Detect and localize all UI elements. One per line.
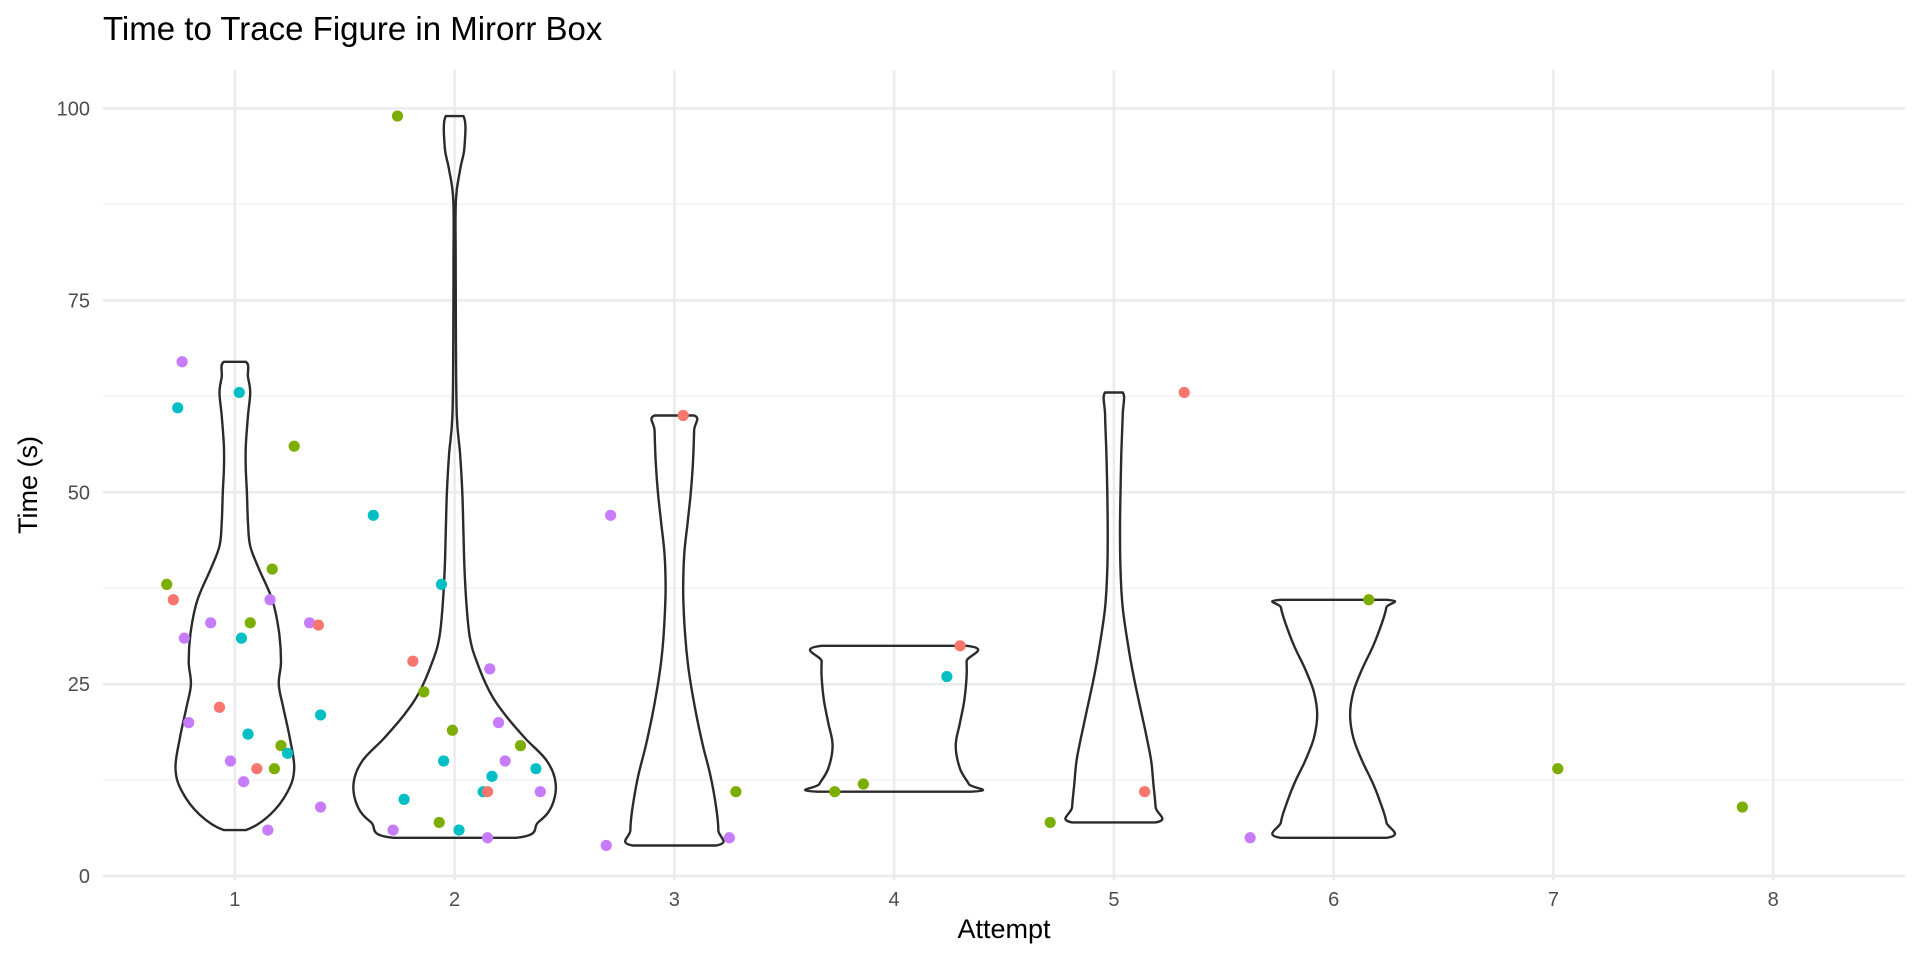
data-point — [514, 740, 527, 752]
data-point — [172, 402, 184, 414]
data-point — [446, 724, 459, 736]
data-point — [312, 619, 324, 631]
data-point — [314, 801, 327, 813]
y-tick-label: 100 — [57, 98, 90, 120]
data-point — [723, 832, 735, 844]
data-point — [233, 386, 245, 399]
violin-attempt-3 — [623, 414, 725, 847]
x-tick-label: 1 — [229, 889, 240, 911]
data-point — [262, 824, 274, 836]
data-point — [242, 728, 254, 740]
data-point — [530, 763, 542, 775]
data-point — [314, 709, 327, 721]
x-tick-label: 7 — [1548, 889, 1559, 911]
y-axis-title: Time (s) — [13, 436, 43, 534]
y-tick-label: 75 — [68, 290, 90, 312]
data-point — [238, 776, 250, 788]
data-point — [303, 617, 316, 629]
y-tick-label: 25 — [68, 674, 90, 696]
data-point — [266, 563, 278, 575]
data-point — [418, 686, 430, 698]
data-point — [1244, 832, 1256, 844]
chart-title: Time to Trace Figure in Mirorr Box — [103, 10, 603, 47]
x-tick-label: 6 — [1328, 889, 1339, 911]
violin-attempt-5 — [1064, 391, 1164, 824]
data-point — [387, 824, 399, 836]
data-point — [1363, 594, 1375, 606]
data-point — [1044, 816, 1056, 829]
data-point — [954, 640, 966, 652]
data-point — [183, 717, 195, 729]
data-point — [435, 578, 448, 591]
data-point — [235, 632, 248, 644]
data-point — [251, 763, 263, 775]
data-point — [829, 786, 841, 798]
data-point — [367, 509, 379, 521]
data-point — [205, 617, 217, 629]
data-point — [492, 717, 505, 729]
data-point — [499, 755, 511, 767]
jitter-points — [161, 110, 1748, 852]
data-point — [1736, 801, 1748, 813]
data-point — [438, 755, 450, 767]
data-point — [398, 793, 410, 805]
y-tick-label: 50 — [68, 482, 90, 504]
data-point — [481, 786, 494, 798]
data-point — [1178, 386, 1190, 399]
data-point — [244, 617, 256, 629]
data-point — [534, 786, 546, 798]
data-point — [1139, 786, 1151, 798]
data-point — [453, 824, 465, 836]
data-point — [605, 509, 617, 521]
data-point — [213, 701, 226, 713]
x-tick-label: 4 — [889, 889, 900, 911]
data-point — [275, 740, 287, 752]
data-point — [224, 755, 237, 767]
data-point — [264, 594, 276, 606]
x-axis-ticks: 1 2 3 4 5 6 7 8 — [229, 889, 1778, 911]
data-point — [167, 594, 179, 606]
data-point — [407, 655, 419, 667]
data-point — [486, 770, 498, 782]
violin-attempt-4 — [804, 644, 985, 793]
data-point — [481, 832, 494, 844]
data-point — [288, 440, 300, 452]
data-point — [730, 786, 742, 798]
violin-attempt-1 — [174, 360, 296, 832]
data-point — [1552, 763, 1564, 775]
data-point — [268, 763, 281, 775]
violin-attempt-6 — [1271, 598, 1397, 839]
y-axis-ticks: 0 25 50 75 100 — [57, 98, 90, 888]
data-point — [433, 816, 445, 829]
data-point — [941, 670, 953, 683]
x-tick-label: 5 — [1108, 889, 1119, 911]
y-tick-label: 0 — [79, 866, 90, 888]
data-point — [281, 747, 294, 759]
x-tick-label: 3 — [669, 889, 680, 911]
data-point — [178, 632, 190, 644]
data-point — [600, 839, 612, 852]
data-point — [176, 356, 188, 368]
data-point — [857, 778, 869, 790]
data-point — [161, 578, 173, 591]
data-point — [484, 663, 496, 675]
x-tick-label: 2 — [449, 889, 460, 911]
data-point — [677, 409, 689, 422]
data-point — [391, 110, 404, 122]
x-tick-label: 8 — [1768, 889, 1779, 911]
x-axis-title: Attempt — [957, 914, 1051, 944]
